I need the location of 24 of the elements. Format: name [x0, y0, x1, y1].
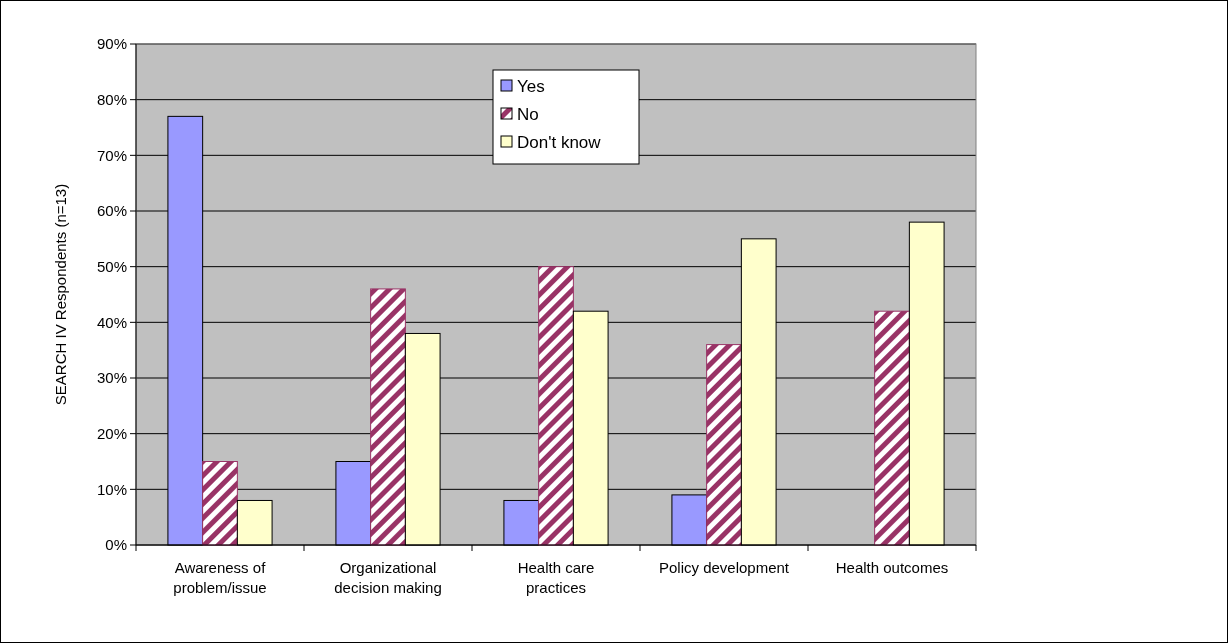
bar	[706, 344, 742, 546]
bar	[874, 310, 910, 546]
x-tick-label: Health care practices	[517, 559, 595, 596]
y-tick-label: 50%	[96, 257, 127, 275]
x-tick-label: Policy development	[658, 559, 790, 576]
legend-label: No	[517, 104, 539, 124]
y-tick-label: 70%	[96, 146, 127, 164]
bar	[370, 288, 406, 546]
x-tick-label: Awareness of problem/issue	[173, 559, 267, 596]
y-tick-label: 0%	[105, 536, 127, 554]
y-tick-label: 20%	[96, 424, 127, 442]
legend-label: Don't know	[517, 132, 602, 152]
y-axis-title: SEARCH IV Respondents (n=13)	[52, 183, 69, 406]
y-tick-label: 80%	[96, 90, 127, 108]
y-tick-label: 30%	[96, 369, 127, 387]
x-tick-label: Health outcomes	[835, 559, 949, 576]
y-tick-label: 10%	[96, 480, 127, 498]
bar	[538, 266, 574, 546]
y-tick-label: 90%	[96, 35, 127, 53]
bar	[202, 461, 238, 546]
y-tick-label: 60%	[96, 202, 127, 220]
y-tick-label: 40%	[96, 313, 127, 331]
x-tick-label: Organizational decision making	[334, 559, 442, 596]
legend-label: Yes	[517, 76, 545, 96]
